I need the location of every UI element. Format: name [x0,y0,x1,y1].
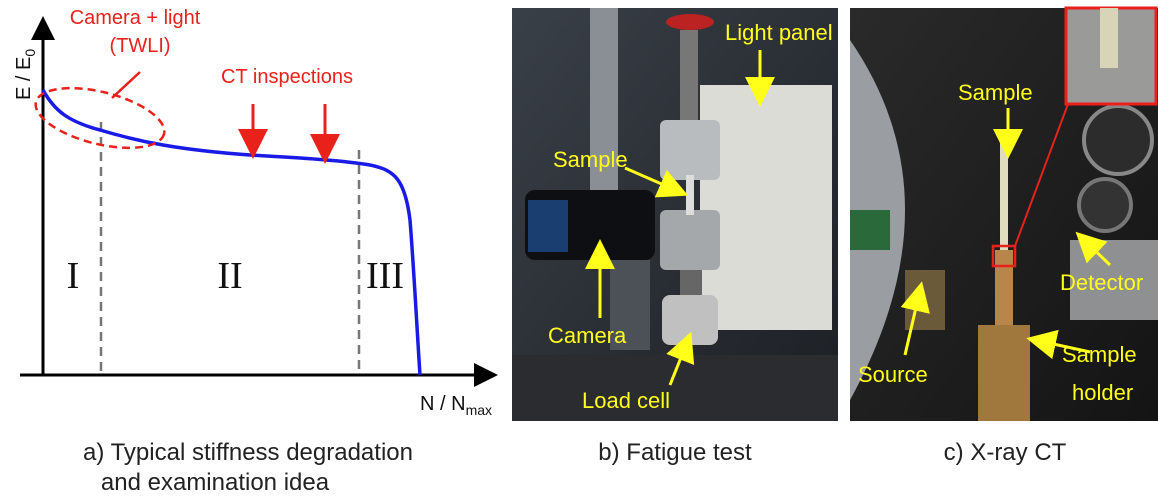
rod [995,250,1013,330]
caption: c) X-ray CT [944,439,1067,466]
annotation: CT inspections [221,66,353,88]
photo-label: Sample [553,147,628,172]
stiffness-curve [43,90,420,375]
detector [1079,179,1131,231]
annotation: (TWLI) [109,35,170,57]
label-main: E / E [13,57,35,100]
panel-c: Sample Detector Source Sample holder c) … [850,8,1158,466]
y-axis-label: E / E0 [13,49,38,100]
photo-label: Source [858,362,928,387]
photo-label: Sample [958,80,1033,105]
twli-region [30,77,171,159]
caption: a) Typical stiffness degradation [83,439,413,466]
photo-label: Light panel [725,20,833,45]
grip [660,210,720,270]
pointer [112,72,140,98]
label-sub: max [466,402,492,418]
annotation: Camera + light [70,7,201,29]
caption: and examination idea [101,469,330,496]
caption: b) Fatigue test [598,439,752,466]
photo-label: Camera [548,323,627,348]
region-label: I [67,255,80,297]
x-axis-label: N / Nmax [420,393,492,418]
sample [686,175,694,215]
detector [1084,106,1152,174]
figure: Camera + light (TWLI) CT inspections I I… [0,0,1158,496]
region-label: III [366,255,404,297]
grip [660,120,720,180]
photo-label: Sample [1062,342,1137,367]
label-sub: 0 [22,49,38,57]
photo-label: Load cell [582,388,670,413]
photo-label: Detector [1060,270,1143,295]
region-label: II [217,255,242,297]
top-part [666,14,714,30]
photo-label: holder [1072,380,1133,405]
light-panel [700,85,832,330]
inset-sample [1100,8,1118,68]
label-main: N / N [420,393,466,415]
panel-b: Light panel Sample Camera Load cell b) F… [512,8,838,466]
load-cell [662,295,718,345]
source [905,270,945,330]
table [512,355,838,421]
camera-body [528,200,568,252]
sample-holder [978,325,1030,421]
cable [850,210,890,250]
panel-a: Camera + light (TWLI) CT inspections I I… [13,7,492,496]
